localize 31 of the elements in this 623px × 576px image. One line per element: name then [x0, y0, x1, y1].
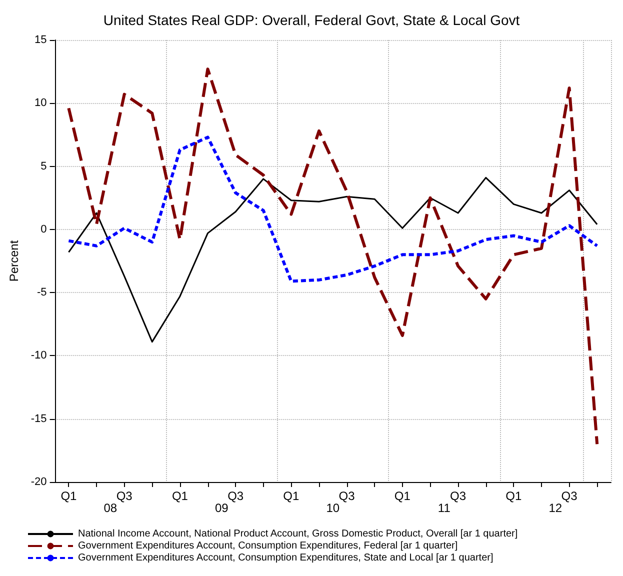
text: 11 — [438, 501, 451, 515]
line-series — [68, 176, 598, 343]
y-tick-label: -5 — [37, 286, 47, 299]
text: 12 — [548, 501, 562, 515]
x-tick-label: Q1 — [60, 489, 78, 503]
y-tick-label: -10 — [30, 350, 47, 362]
legend-label: National Income Account, National Product Account, Gross Domestic Product, Overall [ar 1 quarter] — [78, 528, 518, 540]
x-tick-label: Q3 — [228, 489, 244, 503]
text: 09 — [214, 501, 229, 515]
x-tick-label: Q3 — [116, 489, 133, 503]
chart-title: United States Real GDP: Overall, Federal Govt, State & Local Govt — [103, 12, 520, 28]
y-tick-label: -15 — [30, 412, 47, 425]
y-tick-label: 0 — [40, 223, 47, 236]
legend-label: Government Expenditures Account, Consumption Expenditures, Federal [ar 1 quarter] — [78, 540, 458, 552]
y-tick-label: 10 — [34, 97, 47, 110]
y-tick-label: 5 — [40, 160, 47, 172]
y-tick-label: -20 — [30, 476, 47, 488]
line-series — [67, 136, 599, 283]
y-tick-label: 15 — [34, 34, 47, 46]
line-series — [67, 68, 599, 446]
legend-label: Government Expenditures Account, Consumption Expenditures, State and Local [ar 1 quarter] — [78, 552, 494, 564]
x-tick-label: Q3 — [338, 489, 356, 503]
y-axis-title: Percent — [7, 240, 21, 282]
x-tick-label: Q1 — [394, 489, 411, 503]
x-tick-label: Q1 — [283, 489, 300, 503]
x-tick-label: Q3 — [450, 489, 466, 503]
x-tick-label: Q3 — [561, 489, 578, 503]
x-tick-label: Q1 — [172, 489, 188, 503]
x-tick-label: Q1 — [506, 489, 522, 503]
text: 08 — [104, 501, 118, 515]
text: 10 — [326, 501, 340, 515]
